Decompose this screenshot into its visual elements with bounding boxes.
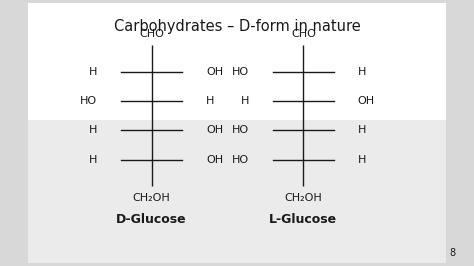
Text: Carbohydrates – D-form in nature: Carbohydrates – D-form in nature	[114, 19, 360, 34]
Text: H: H	[358, 125, 366, 135]
Text: CH₂OH: CH₂OH	[133, 193, 171, 203]
Text: HO: HO	[232, 125, 249, 135]
Text: H: H	[89, 155, 97, 165]
Text: HO: HO	[232, 155, 249, 165]
Text: D-Glucose: D-Glucose	[117, 213, 187, 226]
Text: HO: HO	[80, 96, 97, 106]
Text: H: H	[358, 67, 366, 77]
Text: CHO: CHO	[139, 28, 164, 39]
Text: OH: OH	[206, 125, 223, 135]
Text: HO: HO	[232, 67, 249, 77]
Text: CH₂OH: CH₂OH	[284, 193, 322, 203]
Text: CHO: CHO	[291, 28, 316, 39]
Text: H: H	[89, 125, 97, 135]
Text: OH: OH	[206, 67, 223, 77]
Text: 8: 8	[449, 248, 455, 258]
Text: H: H	[240, 96, 249, 106]
Text: H: H	[358, 155, 366, 165]
Text: OH: OH	[206, 155, 223, 165]
Text: H: H	[89, 67, 97, 77]
Text: H: H	[206, 96, 215, 106]
Text: L-Glucose: L-Glucose	[269, 213, 337, 226]
Text: OH: OH	[358, 96, 375, 106]
